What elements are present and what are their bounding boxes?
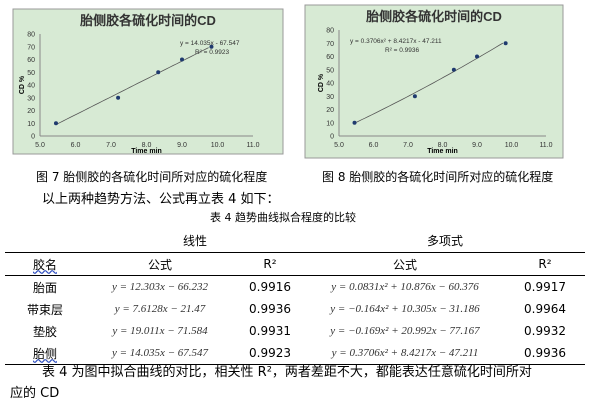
x-tick-label: 9.0 xyxy=(472,142,482,149)
table-cell: 0.9916 xyxy=(249,280,291,294)
data-point xyxy=(475,54,479,59)
chart-title: 胎侧胶各硫化时间的CD xyxy=(80,13,216,28)
table-row: 胎面 y = 12.303x − 66.232 0.9916 y = 0.0831x²… xyxy=(5,276,585,299)
table-cell: 0.9917 xyxy=(524,280,566,294)
table-cell: y = 7.6128x − 21.47 xyxy=(114,303,206,315)
y-tick-label: 10 xyxy=(27,121,35,128)
table-cell: 垫胶 xyxy=(32,324,57,339)
y-tick-label: 50 xyxy=(326,67,334,74)
table-cell: y = −0.164x² + 10.305x − 31.186 xyxy=(330,303,480,315)
y-tick-label: 40 xyxy=(326,81,334,88)
data-point xyxy=(352,120,357,125)
data-point xyxy=(156,70,161,75)
paragraph-line: 应的 CD xyxy=(10,386,60,401)
table-cell: 0.9936 xyxy=(249,302,291,316)
trendline-equation: y = 14.035x - 67.547 xyxy=(180,40,240,47)
x-tick-label: 5.0 xyxy=(334,142,344,149)
table-cell: y = −0.169x² + 20.992x − 77.167 xyxy=(330,325,480,337)
header: 公式 xyxy=(305,252,505,276)
data-point xyxy=(53,121,58,126)
table-cell: 胎侧 xyxy=(5,342,85,365)
y-tick-label: 80 xyxy=(27,32,35,39)
table-row: 垫胶 y = 19.011x − 71.584 0.9931 y = −0.169x²… xyxy=(5,320,585,342)
table-cell: 0.9936 xyxy=(505,342,585,365)
table-cell: 0.9964 xyxy=(524,302,566,316)
data-point xyxy=(116,95,121,100)
x-tick-label: 11.0 xyxy=(246,142,259,149)
y-tick-label: 30 xyxy=(27,95,35,102)
y-tick-label: 70 xyxy=(27,44,35,51)
table-cell: y = 12.303x − 66.232 xyxy=(111,281,209,293)
y-tick-label: 70 xyxy=(326,41,334,48)
x-tick-label: 11.0 xyxy=(539,142,552,149)
intro-text: 以上两种趋势方法、公式再立表 4 如下： xyxy=(42,192,280,207)
table-cell: 胎面 xyxy=(32,280,57,295)
y-tick-label: 50 xyxy=(27,70,35,77)
table-cell: y = 0.0831x² + 10.876x − 60.376 xyxy=(331,281,479,293)
data-point xyxy=(180,57,184,62)
x-tick-label: 8.0 xyxy=(438,142,448,149)
chart-title: 胎侧胶各硫化时间的CD xyxy=(366,9,502,24)
y-tick-label: 80 xyxy=(326,28,334,35)
y-tick-label: 10 xyxy=(326,120,334,127)
x-tick-label: 10.0 xyxy=(505,142,519,149)
caption-fig8: 图 8 胎侧胶的各硫化时间所对应的硫化程度 xyxy=(322,170,554,184)
x-tick-label: 8.0 xyxy=(142,142,152,149)
data-point xyxy=(451,67,456,72)
header: 公式 xyxy=(85,252,235,276)
group-poly: 多项式 xyxy=(305,228,585,253)
table-cell: 带束层 xyxy=(26,302,63,317)
y-tick-label: 20 xyxy=(27,108,35,115)
y-tick-label: 40 xyxy=(27,83,35,90)
paragraph-line: 表 4 为图中拟合曲线的对比，相关性 R²，两者差距不大，都能表达任意硫化时间所… xyxy=(42,365,532,380)
table-row: 带束层 y = 7.6128x − 21.47 0.9936 y = −0.164x²… xyxy=(5,298,585,320)
x-tick-label: 9.0 xyxy=(177,142,187,149)
x-tick-label: 6.0 xyxy=(369,142,379,149)
trendline-r2: R² = 0.9923 xyxy=(195,49,230,56)
comparison-table: 线性 多项式 胶名 公式 R² 公式 R² 胎面 y = 12.303x − 66.232 0… xyxy=(5,228,585,365)
x-tick-label: 7.0 xyxy=(403,142,413,149)
caption-fig7: 图 7 胎侧胶的各硫化时间所对应的硫化程度 xyxy=(36,170,268,184)
chart-background xyxy=(304,4,564,159)
y-tick-label: 0 xyxy=(31,134,35,141)
y-tick-label: 30 xyxy=(326,94,334,101)
table-cell: y = 14.035x − 67.547 xyxy=(85,342,235,365)
trendline-equation: y = 0.3706x² + 8.4217x - 47.211 xyxy=(350,38,442,45)
table-cell: 0.9931 xyxy=(249,324,291,338)
group-linear: 线性 xyxy=(85,228,305,253)
trendline-r2: R² = 0.9936 xyxy=(385,47,420,54)
header: 胶名 xyxy=(5,252,85,276)
chart-fig7: 胎侧胶各硫化时间的CD 5.0 6.0 7.0 8.0 9.0 10.0 11.0 0 10 20 3… xyxy=(12,8,284,155)
table-cell: 0.9932 xyxy=(524,324,566,338)
x-tick-label: 7.0 xyxy=(106,142,116,149)
table-cell: y = 0.3706x² + 8.4217x − 47.211 xyxy=(305,342,505,365)
header: R² xyxy=(235,252,305,276)
y-tick-label: 0 xyxy=(330,134,334,141)
y-axis-label: CD % xyxy=(19,75,26,94)
y-tick-label: 60 xyxy=(326,54,334,61)
x-tick-label: 5.0 xyxy=(35,142,45,149)
y-tick-label: 20 xyxy=(326,107,334,114)
x-tick-label: 6.0 xyxy=(71,142,81,149)
data-point xyxy=(503,41,508,46)
header: R² xyxy=(505,252,585,276)
table-cell: y = 19.011x − 71.584 xyxy=(112,325,208,337)
data-point xyxy=(412,94,417,99)
chart-fig8: 胎侧胶各硫化时间的CD 5.0 6.0 7.0 8.0 9.0 10.0 11.0 0 10 20 3… xyxy=(304,4,564,159)
x-tick-label: 10.0 xyxy=(211,142,225,149)
x-axis-label: Time min xyxy=(131,148,162,155)
charts: 胎侧胶各硫化时间的CD 5.0 6.0 7.0 8.0 9.0 10.0 11.0 0 10 20 3… xyxy=(12,4,564,159)
y-tick-label: 60 xyxy=(27,57,35,64)
chart-background xyxy=(12,8,284,155)
x-axis-label: Time min xyxy=(427,148,458,155)
data-point xyxy=(209,44,214,49)
table-cell: 0.9923 xyxy=(235,342,305,365)
y-axis-label: CD % xyxy=(318,73,325,92)
table-title: 表 4 趋势曲线拟合程度的比较 xyxy=(210,211,356,224)
table-row: 胎侧 y = 14.035x − 67.547 0.9923 y = 0.3706x²… xyxy=(5,342,585,365)
